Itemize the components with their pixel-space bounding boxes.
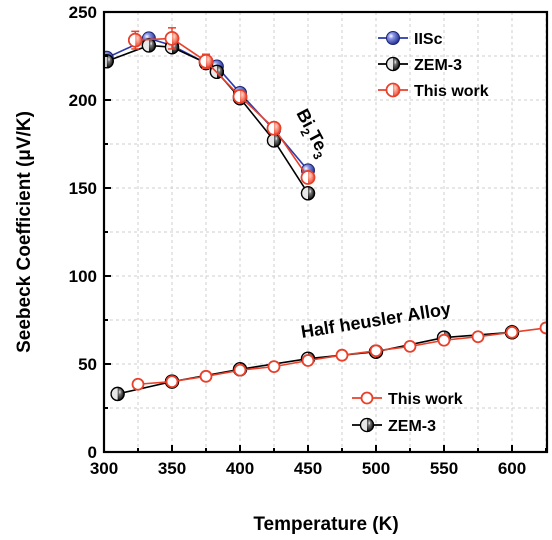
data-point [505,325,519,339]
data-point [335,348,349,362]
series-half-heusler-alloy-this-work [131,321,547,391]
x-tick-label: 550 [430,459,458,478]
data-point [300,170,316,185]
x-tick-label: 300 [90,459,118,478]
axis-ticks: 300 350 400 450 500 550 600 0 50 100 150 200 250 [69,3,547,478]
legend-label: IISc [414,31,443,48]
x-axis-title: Temperature (K) [253,514,398,535]
data-point [437,333,451,347]
x-tick-label: 500 [362,459,390,478]
y-tick-label: 0 [88,443,97,462]
legend-marker [360,391,374,405]
data-point [232,89,248,104]
data-point [471,330,485,344]
legend-label: This work [414,83,489,100]
data-point [301,354,315,367]
data-point [300,186,316,201]
svg-text:Bi2Te3: Bi2Te3 [289,105,334,162]
series-line [135,37,309,178]
data-point [266,133,282,148]
x-tick-label: 350 [158,459,186,478]
data-point [199,369,213,383]
legend-marker [385,56,401,72]
data-point [164,31,180,46]
data-point [403,339,417,353]
series-bi2te3-this-work [127,27,316,185]
data-point [131,377,145,391]
data-point [141,38,157,53]
legend-entry: This work [378,82,489,100]
data-point [104,54,114,69]
data-point [110,386,125,402]
bite-bi: Bi [292,105,318,130]
legend-marker [385,82,401,98]
x-tick-label: 450 [294,459,322,478]
y-tick-label: 250 [69,3,97,22]
legend-label: This work [388,391,463,408]
data-point [233,363,247,377]
y-tick-label: 100 [69,267,97,286]
legend-entry: This work [352,391,463,408]
data-point [266,120,282,136]
half-heusler-annotation: Half heusler Alloy [299,299,452,342]
y-tick-label: 50 [78,355,97,374]
data-point [369,344,383,358]
legend-label: ZEM-3 [388,418,436,435]
legend-bottom: This work ZEM-3 [352,391,463,435]
x-tick-label: 600 [498,459,526,478]
data-point [165,375,179,389]
legend-entry: ZEM-3 [352,417,436,435]
y-tick-label: 150 [69,179,97,198]
legend-marker [359,417,375,433]
data-point [267,360,281,374]
legend-entry: IISc [378,31,443,48]
bite-annotation: Bi2Te3 [289,105,334,162]
legend-label: ZEM-3 [414,57,462,74]
x-tick-label: 400 [226,459,254,478]
data-point [198,53,214,69]
legend-entry: ZEM-3 [378,56,462,74]
legend-top: IISc ZEM-3 This work [378,31,489,100]
data-point [127,32,143,48]
legend-marker [386,31,400,45]
y-axis-title: Seebeck Coefficient (μV/K) [14,111,35,353]
y-tick-label: 200 [69,91,97,110]
series-layer [104,27,547,402]
